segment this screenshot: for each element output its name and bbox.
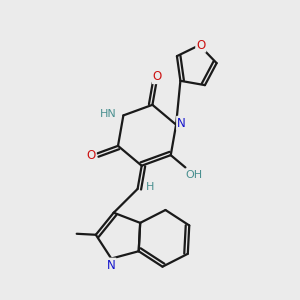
Text: H: H	[146, 182, 154, 193]
Text: OH: OH	[185, 169, 203, 180]
Text: N: N	[177, 117, 186, 130]
Text: O: O	[196, 39, 206, 52]
Text: O: O	[153, 70, 162, 83]
Text: N: N	[107, 259, 116, 272]
Text: O: O	[86, 149, 96, 162]
Text: HN: HN	[100, 109, 117, 119]
